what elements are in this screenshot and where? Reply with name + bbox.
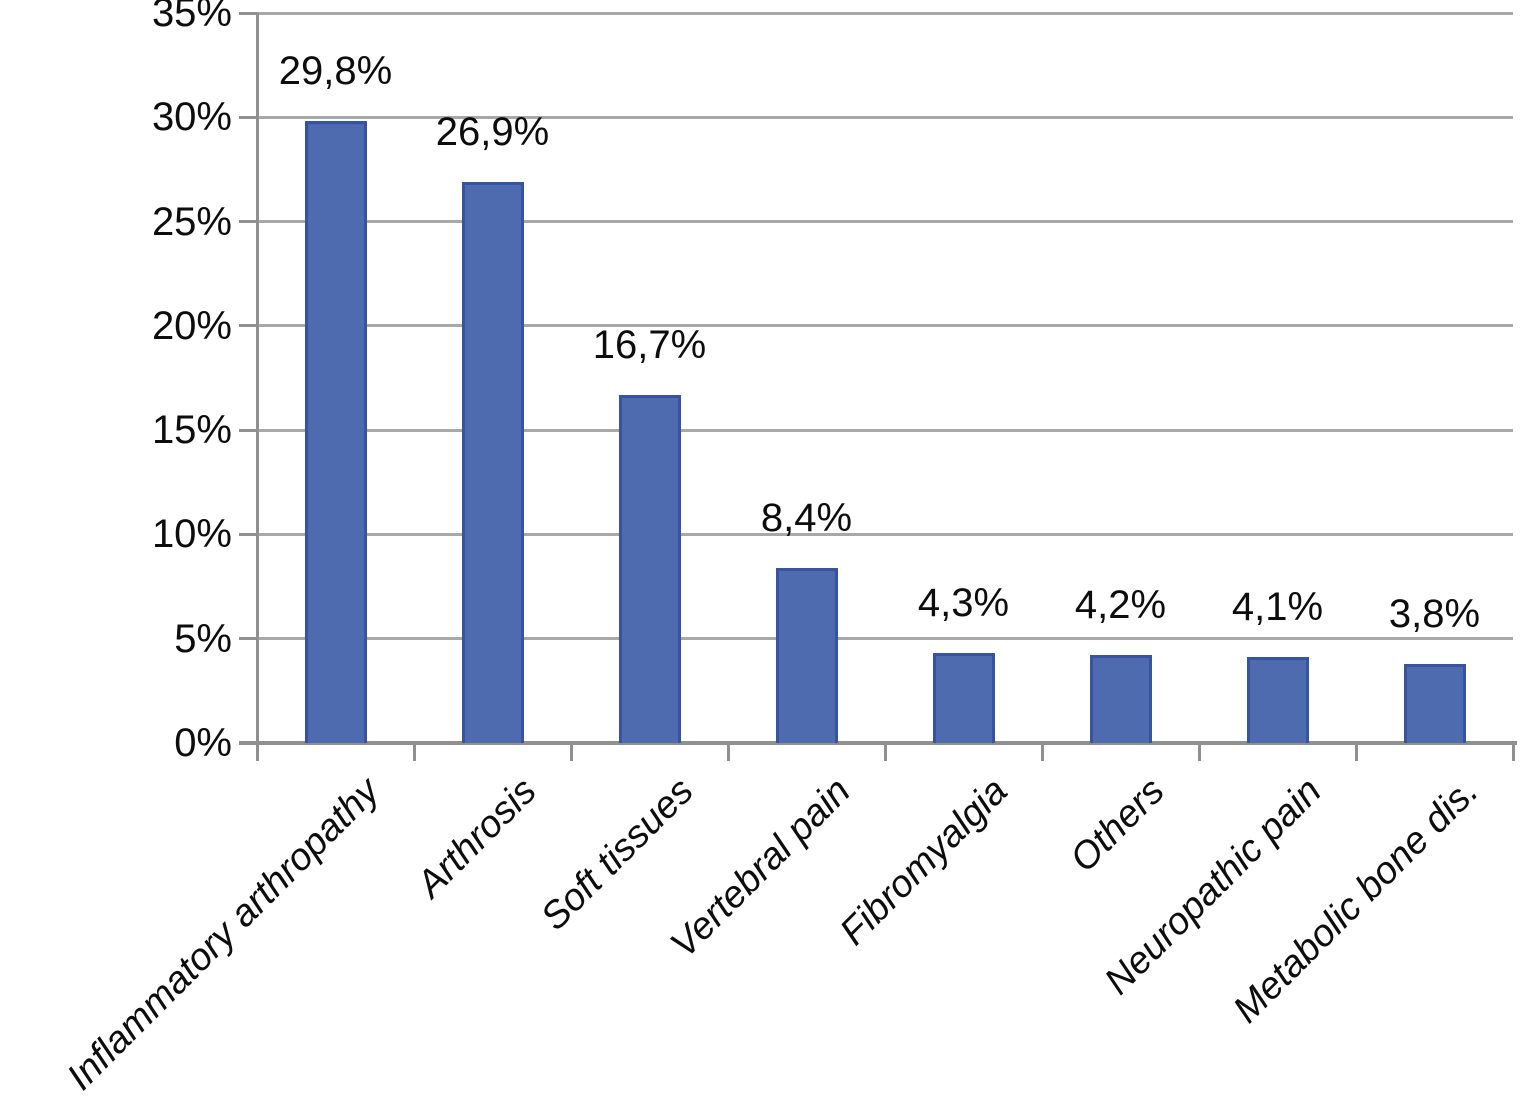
bar	[1403, 663, 1466, 743]
gridline	[257, 428, 1513, 432]
x-axis-tick	[569, 743, 573, 761]
bar-value-label: 4,1%	[1231, 585, 1324, 630]
x-axis-tick	[1197, 743, 1201, 761]
y-axis-tick	[239, 220, 257, 224]
bar-value-label: 26,9%	[435, 109, 550, 154]
x-axis-tick	[883, 743, 887, 761]
y-axis-tick	[239, 637, 257, 641]
y-axis-tick-label: 35%	[151, 0, 232, 35]
x-axis-tick	[255, 743, 259, 761]
bar-value-label: 4,2%	[1074, 583, 1167, 628]
y-axis-tick	[239, 115, 257, 119]
bar-value-label: 4,3%	[917, 581, 1010, 626]
y-axis-tick-label: 25%	[151, 199, 232, 244]
x-axis-tick	[726, 743, 730, 761]
x-axis-category-label: Inflammatory arthropathy	[58, 770, 388, 1099]
y-axis-line	[255, 13, 259, 761]
gridline	[257, 220, 1513, 224]
y-axis-tick	[239, 11, 257, 15]
bar-value-label: 29,8%	[278, 49, 393, 94]
y-axis-tick-label: 10%	[151, 512, 232, 557]
x-axis-tick	[1040, 743, 1044, 761]
bar	[304, 121, 367, 743]
y-axis-tick-label: 5%	[174, 616, 232, 661]
gridline	[257, 637, 1513, 641]
gridline	[257, 324, 1513, 328]
y-axis-tick	[239, 428, 257, 432]
x-axis-tick	[412, 743, 416, 761]
y-axis-tick-label: 0%	[174, 721, 232, 765]
bar	[461, 181, 524, 743]
y-axis-tick-label: 20%	[151, 303, 232, 348]
gridline	[257, 11, 1513, 15]
bar-value-label: 16,7%	[592, 322, 707, 367]
bar	[1246, 657, 1309, 743]
y-axis-tick	[239, 532, 257, 536]
bar-value-label: 3,8%	[1388, 591, 1481, 636]
bar	[618, 394, 681, 743]
bar	[1089, 655, 1152, 743]
y-axis-tick-label: 15%	[151, 408, 232, 453]
y-axis-tick-label: 30%	[151, 95, 232, 140]
x-axis-line	[239, 741, 1517, 745]
bar	[932, 653, 995, 743]
gridline	[257, 532, 1513, 536]
x-axis-tick	[1511, 743, 1515, 761]
bar-value-label: 8,4%	[760, 495, 853, 540]
x-axis-tick	[1354, 743, 1358, 761]
y-axis-tick	[239, 324, 257, 328]
gridline	[257, 115, 1513, 119]
bar	[775, 567, 838, 743]
